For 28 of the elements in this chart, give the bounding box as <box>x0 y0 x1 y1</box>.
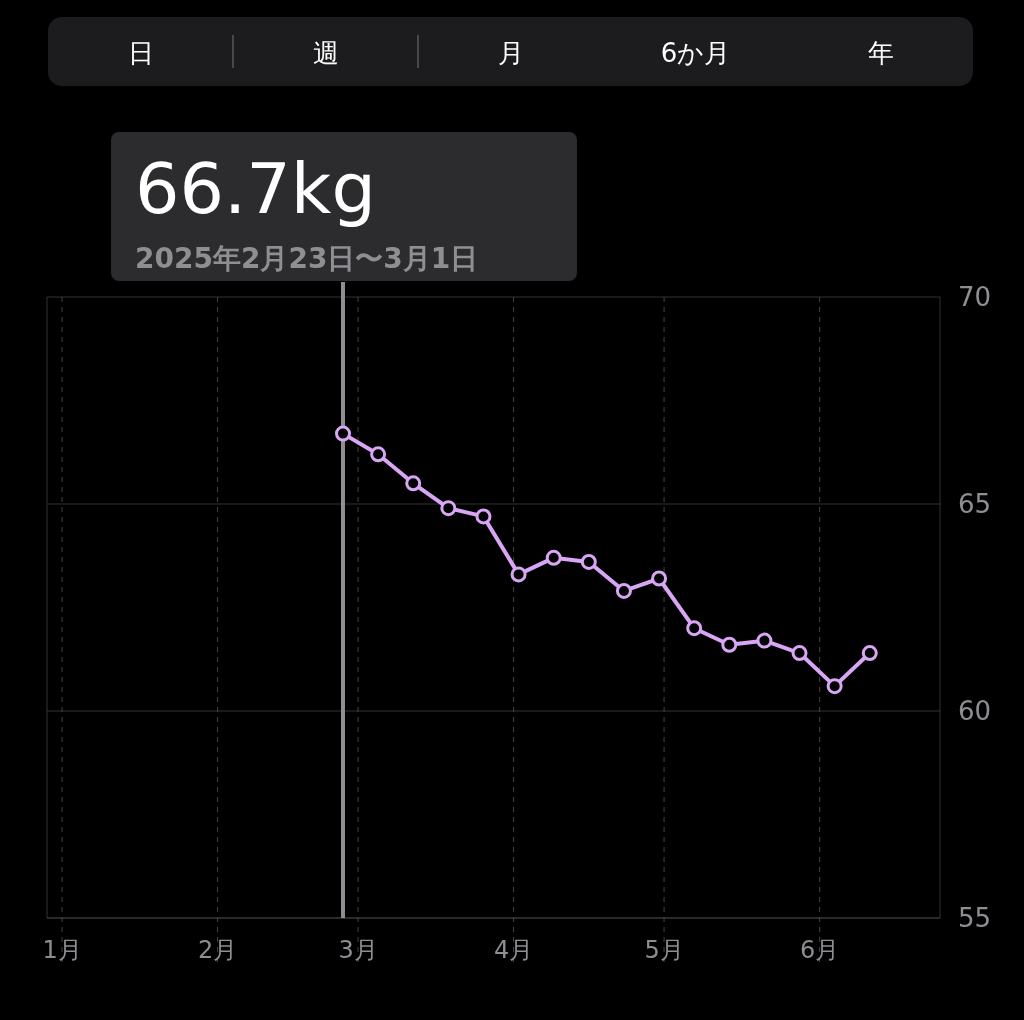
point <box>370 446 387 463</box>
y-tick-label: 70 <box>958 282 992 312</box>
point <box>861 645 878 662</box>
point <box>405 475 422 492</box>
x-tick-label: 4月 <box>493 936 534 964</box>
point <box>334 425 351 442</box>
point <box>510 566 527 583</box>
segmented-control: 日 週 月 6か月 年 <box>48 17 973 86</box>
y-tick-label: 55 <box>958 903 992 933</box>
tooltip: 66.7kg 2025年2月23日〜3月1日 <box>111 132 577 281</box>
x-tick-label: 2月 <box>197 936 238 964</box>
point <box>615 582 632 599</box>
y-tick-label: 65 <box>958 489 992 519</box>
x-tick-label: 5月 <box>644 936 684 964</box>
x-tick-label: 3月 <box>338 936 378 964</box>
point <box>686 620 703 637</box>
point <box>475 508 492 525</box>
point <box>580 553 597 570</box>
y-tick-label: 60 <box>958 696 992 726</box>
point <box>545 549 562 566</box>
x-tick-label: 1月 <box>42 936 82 964</box>
point <box>721 636 738 653</box>
point <box>791 645 808 662</box>
point <box>651 570 668 587</box>
point <box>440 500 457 517</box>
x-tick-label: 6月 <box>799 936 840 964</box>
point <box>826 678 843 695</box>
point <box>756 632 773 649</box>
